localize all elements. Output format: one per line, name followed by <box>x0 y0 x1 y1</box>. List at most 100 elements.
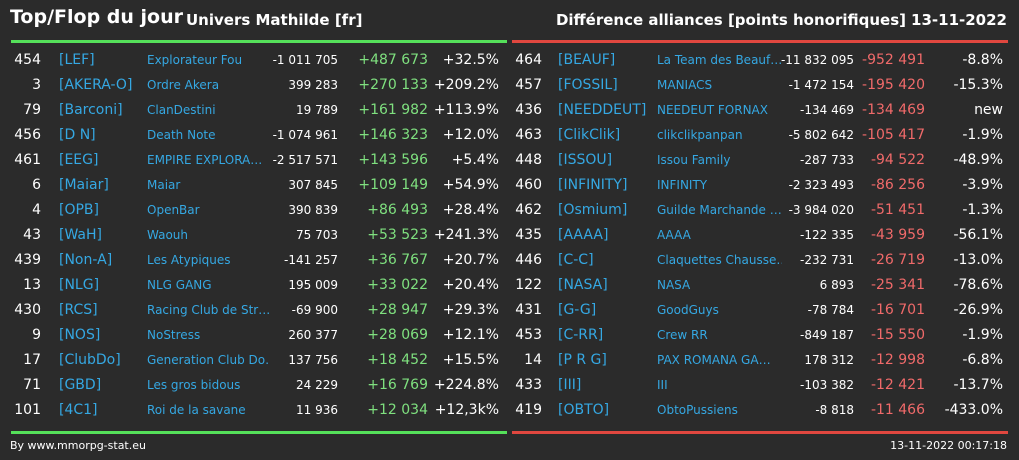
alliance-rank: 462 <box>515 202 542 218</box>
flop-row: 457 [FOSSIL] MANIACS -1 472 154 -195 420 -15.… <box>512 73 1008 98</box>
alliance-name-link[interactable]: ObtoPussiens <box>657 403 738 417</box>
alliance-name-link[interactable]: AAAA <box>657 228 691 242</box>
alliance-name-link[interactable]: NEEDEUT FORNAX <box>657 103 768 117</box>
alliance-point-difference: +28 069 <box>367 327 428 343</box>
flop-row: 453 [C-RR] Crew RR -849 187 -15 550 -1.9% <box>512 323 1008 348</box>
alliance-point-difference: +36 767 <box>367 252 428 268</box>
alliance-point-difference: -43 959 <box>870 227 925 243</box>
flop-bottom-divider <box>512 431 1008 434</box>
alliance-tag-link[interactable]: [INFINITY] <box>558 177 628 193</box>
alliance-tag-link[interactable]: [BEAUF] <box>558 52 616 68</box>
alliance-point-difference: -105 417 <box>862 127 925 143</box>
alliance-tag-link[interactable]: [EEG] <box>59 152 99 168</box>
alliance-total-points: -1 011 705 <box>272 53 338 67</box>
alliance-tag-link[interactable]: [OPB] <box>59 202 99 218</box>
top-row: 456 [D N] Death Note -1 074 961 +146 323 +12.… <box>11 123 507 148</box>
alliance-name-link[interactable]: Crew RR <box>657 328 708 342</box>
source-link[interactable]: By www.mmorpg-stat.eu <box>10 439 146 452</box>
alliance-tag-link[interactable]: [GBD] <box>59 377 102 393</box>
alliance-name-link[interactable]: Roi de la savane <box>147 403 246 417</box>
alliance-rank: 448 <box>515 152 542 168</box>
alliance-name-link[interactable]: Death Note <box>147 128 216 142</box>
alliance-tag-link[interactable]: [LEF] <box>59 52 95 68</box>
alliance-percent-change: -433.0% <box>944 402 1003 418</box>
alliance-name-link[interactable]: ClanDestini <box>147 103 216 117</box>
alliance-tag-link[interactable]: [ClikClik] <box>558 127 621 143</box>
alliance-tag-link[interactable]: [ISSOU] <box>558 152 613 168</box>
alliance-tag-link[interactable]: [AKERA-O] <box>59 77 133 93</box>
alliance-name-link[interactable]: NASA <box>657 278 691 292</box>
alliance-name-link[interactable]: III <box>657 378 668 392</box>
top-row: 71 [GBD] Les gros bidous 24 229 +16 769 +224.… <box>11 373 507 398</box>
alliance-name-link[interactable]: Les Atypiques <box>147 253 231 267</box>
alliance-point-difference: -15 550 <box>870 327 925 343</box>
alliance-name-link[interactable]: La Team des Beauf… <box>657 53 782 67</box>
alliance-tag-link[interactable]: [Osmium] <box>558 202 628 218</box>
alliance-tag-link[interactable]: [NOS] <box>59 327 101 343</box>
top-row: 13 [NLG] NLG GANG 195 009 +33 022 +20.4% <box>11 273 507 298</box>
alliance-tag-link[interactable]: [OBTO] <box>558 402 610 418</box>
alliance-percent-change: +12,3k% <box>434 402 499 418</box>
alliance-rank: 454 <box>14 52 41 68</box>
alliance-name-link[interactable]: NLG GANG <box>147 278 212 292</box>
alliance-rank: 464 <box>515 52 542 68</box>
alliance-tag-link[interactable]: [Non-A] <box>59 252 113 268</box>
alliance-rank: 101 <box>14 402 41 418</box>
alliance-name-link[interactable]: Ordre Akera <box>147 78 220 92</box>
alliance-total-points: 11 936 <box>296 403 338 417</box>
alliance-name-link[interactable]: Issou Family <box>657 153 731 167</box>
alliance-tag-link[interactable]: [NLG] <box>59 277 100 293</box>
alliance-tag-link[interactable]: [AAAA] <box>558 227 609 243</box>
alliance-percent-change: +20.4% <box>442 277 499 293</box>
alliance-tag-link[interactable]: [4C1] <box>59 402 98 418</box>
alliance-tag-link[interactable]: [D N] <box>59 127 96 143</box>
top-row: 439 [Non-A] Les Atypiques -141 257 +36 767 +2… <box>11 248 507 273</box>
alliance-name-link[interactable]: Racing Club de Str… <box>147 303 269 317</box>
alliance-tag-link[interactable]: [Maiar] <box>59 177 109 193</box>
alliance-point-difference: -134 469 <box>862 102 925 118</box>
top-row: 101 [4C1] Roi de la savane 11 936 +12 034 +12… <box>11 398 507 423</box>
alliance-tag-link[interactable]: [III] <box>558 377 582 393</box>
flop-divider <box>512 40 1008 43</box>
alliance-tag-link[interactable]: [Barconi] <box>59 102 123 118</box>
alliance-rank: 435 <box>515 227 542 243</box>
alliance-name-link[interactable]: clikclikpanpan <box>657 128 743 142</box>
alliance-name-link[interactable]: INFINITY <box>657 178 708 192</box>
alliance-tag-link[interactable]: [NASA] <box>558 277 608 293</box>
alliance-name-link[interactable]: Explorateur Fou <box>147 53 243 67</box>
alliance-point-difference: +28 947 <box>367 302 428 318</box>
alliance-name-link[interactable]: Claquettes Chausse… <box>657 253 782 267</box>
alliance-name-link[interactable]: PAX ROMANA GA… <box>657 353 771 367</box>
footer: By www.mmorpg-stat.eu 13-11-2022 00:17:1… <box>0 436 1019 460</box>
alliance-tag-link[interactable]: [NEEDDEUT] <box>558 102 647 118</box>
alliance-tag-link[interactable]: [WaH] <box>59 227 102 243</box>
alliance-rank: 17 <box>23 352 41 368</box>
alliance-percent-change: +209.2% <box>433 77 499 93</box>
alliance-name-link[interactable]: OpenBar <box>147 203 200 217</box>
top-losers-list: 464 [BEAUF] La Team des Beauf… -11 832 095-… <box>512 48 1008 423</box>
alliance-name-link[interactable]: Maiar <box>147 178 181 192</box>
alliance-point-difference: -12 421 <box>870 377 925 393</box>
alliance-name-link[interactable]: Waouh <box>147 228 189 242</box>
alliance-total-points: -141 257 <box>284 253 338 267</box>
flop-row: 122 [NASA] NASA 6 893 -25 341 -78.6% <box>512 273 1008 298</box>
top-gainers-list: 454 [LEF] Explorateur Fou -1 011 705 +487 67… <box>11 48 507 423</box>
alliance-name-link[interactable]: NoStress <box>147 328 201 342</box>
alliance-tag-link[interactable]: [P R G] <box>558 352 607 368</box>
alliance-name-link[interactable]: Les gros bidous <box>147 378 241 392</box>
alliance-name-link[interactable]: EMPIRE EXPLORA… <box>147 153 263 167</box>
alliance-tag-link[interactable]: [FOSSIL] <box>558 77 618 93</box>
alliance-name-link[interactable]: MANIACS <box>657 78 713 92</box>
alliance-total-points: 178 312 <box>804 353 854 367</box>
alliance-tag-link[interactable]: [C-C] <box>558 252 594 268</box>
alliance-name-link[interactable]: GoodGuys <box>657 303 719 317</box>
alliance-name-link[interactable]: Generation Club Do… <box>147 353 269 367</box>
alliance-tag-link[interactable]: [C-RR] <box>558 327 604 343</box>
alliance-point-difference: +12 034 <box>367 402 428 418</box>
alliance-tag-link[interactable]: [G-G] <box>558 302 597 318</box>
alliance-point-difference: -11 466 <box>870 402 925 418</box>
alliance-tag-link[interactable]: [ClubDo] <box>59 352 121 368</box>
alliance-name-link[interactable]: Guilde Marchande … <box>657 203 782 217</box>
alliance-tag-link[interactable]: [RCS] <box>59 302 98 318</box>
top-row: 430 [RCS] Racing Club de Str… -69 900 +28 94… <box>11 298 507 323</box>
